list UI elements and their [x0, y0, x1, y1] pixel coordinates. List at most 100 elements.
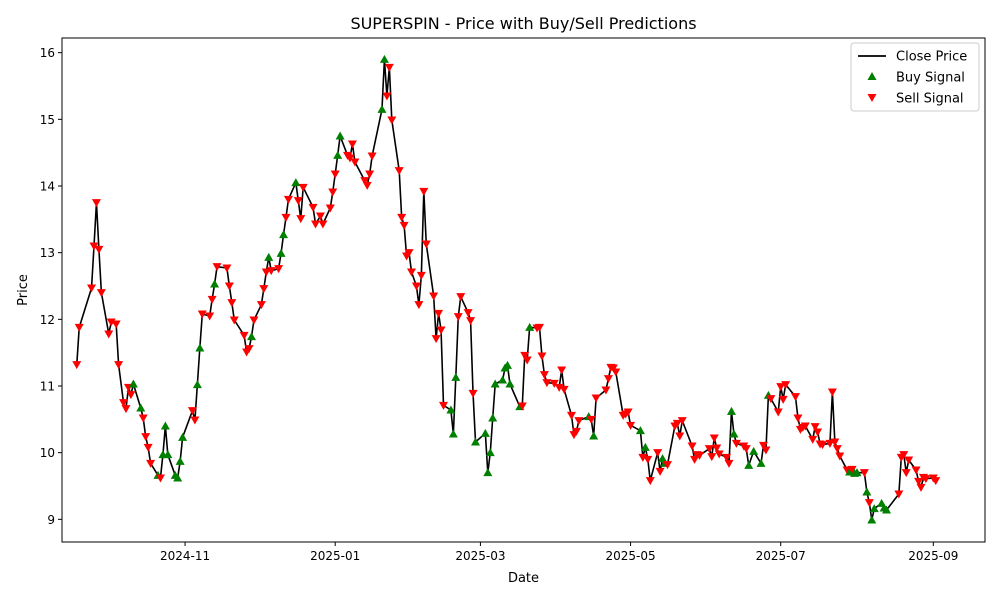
sell-signal-marker [89, 242, 99, 251]
plot-frame [61, 37, 986, 543]
sell-signal-marker [421, 240, 431, 249]
sell-signal-marker [362, 181, 372, 190]
sell-signal-marker [611, 368, 621, 377]
sell-signal-marker [800, 422, 810, 431]
x-tick-label: 2024-11 [160, 549, 210, 563]
sell-signal-marker [419, 187, 429, 196]
sell-signal-marker [407, 268, 417, 277]
sell-signal-marker [827, 388, 837, 397]
sell-signal-marker [266, 267, 276, 276]
sell-signal-marker [456, 293, 466, 302]
sell-signal-marker [222, 264, 232, 273]
y-axis: 9 10 11 12 13 14 15 16 [40, 46, 62, 527]
sell-signal-marker [91, 199, 101, 208]
legend-buy-signal-swatch [867, 72, 877, 80]
buy-signal-marker [503, 360, 513, 369]
sell-signal-marker [537, 352, 547, 361]
sell-signal-marker [586, 415, 596, 424]
sell-signal-marker [773, 408, 783, 417]
sell-signal-marker [141, 433, 151, 442]
buy-signal-marker [744, 460, 754, 469]
buy-signal-marker [525, 322, 535, 331]
sell-signal-marker [146, 459, 156, 468]
sell-signal-marker [694, 451, 704, 460]
sell-signal-marker [249, 316, 259, 325]
buy-signal-marker [729, 429, 739, 438]
sell-signal-marker [96, 289, 106, 298]
sell-signal-marker [790, 393, 800, 402]
sell-signal-marker [224, 282, 234, 291]
buy-signal-marker [852, 468, 862, 477]
sell-signal-marker [899, 451, 909, 460]
sell-signal-marker [859, 469, 869, 478]
sell-signal-marker [731, 439, 741, 448]
sell-signal-marker [347, 140, 357, 149]
sell-signal-marker [707, 453, 717, 462]
sell-signal-marker [384, 63, 394, 72]
sell-signal-marker [227, 299, 237, 308]
sell-signal-marker [810, 423, 820, 432]
sell-signal-marker [626, 421, 636, 430]
sell-signal-marker [293, 197, 303, 206]
sell-signal-marker [126, 391, 136, 400]
buy-signal-marker [640, 442, 650, 451]
buy-signal-marker [498, 375, 508, 384]
sell-signal-marker [404, 249, 414, 258]
buy-signal-marker [471, 437, 481, 446]
sell-signal-marker [360, 177, 370, 186]
sell-signal-marker [724, 459, 734, 468]
buy-signal-marker [192, 380, 202, 389]
legend-sell-signal-swatch [867, 94, 877, 102]
x-tick-label: 2025-01 [310, 549, 360, 563]
sell-signal-marker [397, 213, 407, 222]
buy-signal-marker [136, 403, 146, 412]
sell-signal-marker [143, 443, 153, 452]
y-axis-label: Price [16, 274, 31, 306]
legend-buy-signal-label: Buy Signal [896, 71, 965, 86]
y-tick-label: 14 [40, 180, 55, 194]
y-tick-label: 13 [40, 246, 55, 260]
sell-signal-marker [350, 158, 360, 167]
sell-signal-marker [591, 394, 601, 403]
sell-signal-marker [416, 271, 426, 280]
sell-signal-marker [758, 441, 768, 450]
sell-signal-marker [367, 152, 377, 161]
sell-signal-marker [138, 414, 148, 423]
y-tick-label: 16 [40, 46, 55, 60]
sell-signal-marker [311, 220, 321, 229]
sell-signal-marker [318, 220, 328, 229]
sell-signal-marker [414, 301, 424, 310]
sell-signal-marker [281, 213, 291, 222]
sell-signal-marker [325, 204, 335, 213]
sell-signal-marker [121, 405, 131, 414]
buy-signal-marker [869, 504, 879, 513]
sell-signal-marker [259, 285, 269, 294]
sell-signal-marker [864, 499, 874, 508]
sell-signal-marker [677, 417, 687, 426]
legend-box [850, 42, 980, 112]
buy-signal-marker [178, 432, 188, 441]
sell-signal-marker [436, 326, 446, 335]
buy-signal-marker [160, 421, 170, 430]
x-axis: 2024-11 2025-01 2025-03 2025-05 2025-07 2025-… [160, 542, 958, 563]
y-tick-label: 10 [40, 446, 55, 460]
sell-signal-marker [308, 203, 318, 212]
sell-signal-marker [793, 414, 803, 423]
legend-close-price-label: Close Price [896, 50, 967, 65]
sell-signal-marker [653, 449, 663, 458]
sell-signal-marker [601, 386, 611, 395]
sell-signal-marker [830, 438, 840, 447]
sell-signal-marker [549, 379, 559, 388]
sell-signal-marker [429, 292, 439, 301]
sell-signal-marker [741, 445, 751, 454]
sell-signal-marker [466, 317, 476, 326]
sell-signal-marker [835, 452, 845, 461]
sell-signal-marker [566, 411, 576, 420]
buy-signal-marker [490, 379, 500, 388]
buy-signal-marker [483, 468, 493, 477]
buy-signal-marker [589, 431, 599, 440]
sell-signal-marker [315, 212, 325, 221]
sell-signal-marker [382, 92, 392, 101]
sell-signal-marker [190, 416, 200, 425]
buy-signal-marker [882, 505, 892, 514]
